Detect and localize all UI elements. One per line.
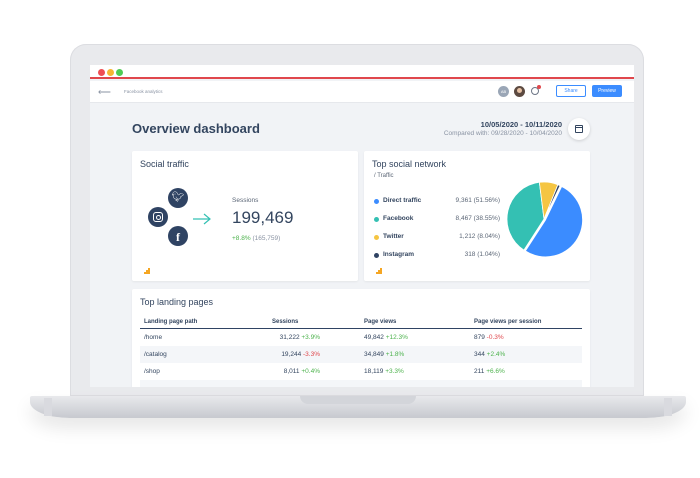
pie-slice-instagram[interactable] bbox=[543, 184, 561, 220]
column-header[interactable]: Sessions bbox=[272, 319, 299, 325]
close-window-button[interactable] bbox=[98, 69, 105, 76]
app-bar: ⟵ Facebook analytics AB Share Preview bbox=[90, 81, 634, 103]
legend-dot bbox=[374, 235, 379, 240]
legend-dot bbox=[374, 253, 379, 258]
card-title: Social traffic bbox=[140, 159, 189, 169]
date-range: 10/05/2020 - 10/11/2020 bbox=[480, 120, 562, 129]
page-path: /catalog bbox=[144, 351, 167, 358]
card-title: Top social network bbox=[372, 159, 447, 169]
page-path: /home bbox=[144, 334, 163, 341]
table-row[interactable] bbox=[140, 380, 582, 387]
legend-item-facebook: Facebook 8,467 (38.55%) bbox=[374, 214, 504, 224]
top-landing-pages-card: Top landing pages Landing page path Sess… bbox=[132, 289, 590, 387]
pie-slice-facebook[interactable] bbox=[506, 181, 545, 251]
pie-slice-direct[interactable] bbox=[524, 186, 583, 258]
column-header[interactable]: Landing page path bbox=[144, 319, 198, 325]
bar-chart-icon bbox=[144, 268, 150, 274]
sessions-cell: 8,011 +0.4% bbox=[283, 368, 320, 375]
legend-item-twitter: Twitter 1,212 (8.04%) bbox=[374, 232, 504, 242]
legend-label: Twitter bbox=[383, 233, 404, 240]
sessions-change-pct: +8.8% bbox=[232, 235, 251, 242]
calendar-button[interactable] bbox=[568, 118, 590, 140]
legend-label: Direct traffic bbox=[383, 197, 422, 204]
legend-item-direct: Direct traffic 9,361 (51.56%) bbox=[374, 196, 504, 206]
sessions-label: Sessions bbox=[232, 197, 259, 204]
table-row[interactable]: /home 31,222 +3.9% 49,842 +12.3% 879 -0.… bbox=[140, 329, 582, 346]
compared-range: Compared with: 09/28/2020 - 10/04/2020 bbox=[443, 130, 562, 137]
sessions-value: 199,469 bbox=[232, 208, 294, 227]
instagram-icon bbox=[148, 207, 168, 227]
pvs-cell: 879 -0.3% bbox=[474, 334, 504, 341]
pvs-cell: 344 +2.4% bbox=[474, 351, 506, 358]
page-path: /shop bbox=[144, 368, 160, 375]
page-views-cell: 18,119 +3.3% bbox=[364, 368, 404, 375]
arrow-right-icon bbox=[193, 213, 211, 225]
legend-label: Facebook bbox=[383, 215, 414, 222]
app-title: Facebook analytics bbox=[124, 89, 163, 94]
maximize-window-button[interactable] bbox=[116, 69, 123, 76]
table-row[interactable]: /catalog 19,244 -3.3% 34,849 +1.8% 344 +… bbox=[140, 346, 582, 363]
legend-dot bbox=[374, 199, 379, 204]
bar-chart-icon bbox=[376, 268, 382, 274]
notification-icon[interactable] bbox=[531, 85, 541, 95]
sessions-previous: (165,759) bbox=[252, 235, 281, 242]
legend-label: Instagram bbox=[383, 251, 415, 258]
sessions-cell: 19,244 -3.3% bbox=[281, 351, 320, 358]
landing-pages-table: Landing page path Sessions Page views Pa… bbox=[140, 315, 582, 387]
legend-value: 9,361 (51.56%) bbox=[455, 197, 500, 204]
card-subtitle: / Traffic bbox=[374, 173, 394, 179]
legend-value: 318 (1.04%) bbox=[464, 251, 500, 258]
share-button[interactable]: Share bbox=[556, 85, 586, 97]
column-header[interactable]: Page views per session bbox=[474, 319, 542, 325]
minimize-window-button[interactable] bbox=[107, 69, 114, 76]
page-views-cell: 49,842 +12.3% bbox=[364, 334, 408, 341]
avatar[interactable]: AB bbox=[498, 86, 509, 97]
table-header: Landing page path Sessions Page views Pa… bbox=[140, 315, 582, 329]
sessions-change: +8.8% (165,759) bbox=[232, 235, 280, 242]
laptop-foot-right bbox=[664, 398, 672, 416]
legend-value: 8,467 (38.55%) bbox=[455, 215, 500, 222]
page-views-cell: 34,849 +1.8% bbox=[364, 351, 405, 358]
facebook-icon: f bbox=[168, 226, 188, 246]
screen: ⟵ Facebook analytics AB Share Preview Ov… bbox=[90, 65, 634, 387]
laptop-foot-left bbox=[44, 398, 52, 416]
laptop-base bbox=[30, 396, 686, 418]
legend-value: 1,212 (8.04%) bbox=[459, 233, 500, 240]
table-row[interactable]: /shop 8,011 +0.4% 18,119 +3.3% 211 +6.6% bbox=[140, 363, 582, 380]
back-arrow-icon[interactable]: ⟵ bbox=[98, 87, 111, 97]
preview-button[interactable]: Preview bbox=[592, 85, 622, 97]
calendar-icon bbox=[575, 125, 583, 133]
pvs-cell: 211 +6.6% bbox=[474, 368, 505, 375]
card-title: Top landing pages bbox=[140, 297, 214, 307]
legend-item-instagram: Instagram 318 (1.04%) bbox=[374, 250, 504, 260]
laptop-notch bbox=[300, 396, 416, 404]
twitter-icon: 🐦︎ bbox=[168, 188, 188, 208]
column-header[interactable]: Page views bbox=[364, 319, 397, 325]
sessions-cell: 31,222 +3.9% bbox=[279, 334, 320, 341]
legend-dot bbox=[374, 217, 379, 222]
traffic-pie-chart bbox=[506, 181, 583, 258]
user-photo-avatar[interactable] bbox=[514, 86, 525, 97]
top-social-network-card: Top social network / Traffic Direct traf… bbox=[364, 151, 590, 281]
page-title: Overview dashboard bbox=[132, 121, 260, 136]
window-titlebar bbox=[90, 65, 634, 79]
social-traffic-card: Social traffic 🐦︎ f Sessions 199,469 +8.… bbox=[132, 151, 358, 281]
